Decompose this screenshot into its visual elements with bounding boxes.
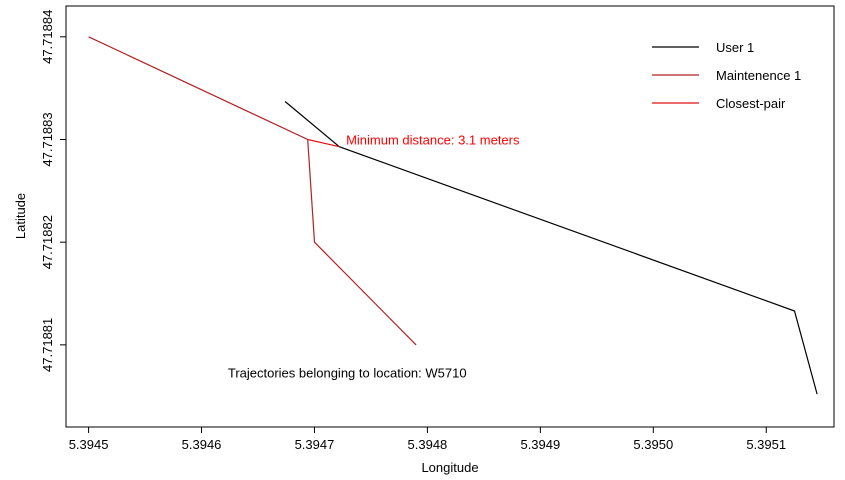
annotation-text: Minimum distance: 3.1 meters <box>346 132 520 147</box>
x-tick-label: 5.3951 <box>746 437 786 452</box>
x-tick-label: 5.3946 <box>182 437 222 452</box>
legend-label: User 1 <box>716 40 754 55</box>
annotation-text: Trajectories belonging to location: W571… <box>228 366 467 381</box>
x-tick-label: 5.3945 <box>69 437 109 452</box>
x-tick-label: 5.3949 <box>520 437 560 452</box>
x-axis-title: Longitude <box>421 460 478 475</box>
series-line-maintenence-1 <box>88 36 417 346</box>
y-tick-label: 47.71882 <box>40 215 55 269</box>
plot-box <box>65 5 835 428</box>
series-line-user-1 <box>284 101 818 395</box>
y-tick-label: 47.71883 <box>40 112 55 166</box>
x-tick-label: 5.3948 <box>408 437 448 452</box>
x-tick-label: 5.3947 <box>295 437 335 452</box>
annotation-layer: Minimum distance: 3.1 meters Trajectories… <box>228 132 520 380</box>
legend-label: Closest-pair <box>716 96 786 111</box>
x-tick-label: 5.3950 <box>633 437 673 452</box>
y-tick-label: 47.71884 <box>40 10 55 64</box>
series-line-closest-pair <box>307 138 340 148</box>
y-tick-label: 47.71881 <box>40 318 55 372</box>
y-axis: 47.71881 47.71882 47.71883 47.71884 <box>40 10 66 372</box>
x-axis: 5.3945 5.3946 5.3947 5.3948 5.3949 5.3950 5.39… <box>69 427 786 452</box>
legend-label: Maintenence 1 <box>716 68 801 83</box>
legend: User 1 Maintenence 1 Closest-pair <box>652 40 801 111</box>
y-axis-title: Latitude <box>13 193 28 239</box>
series-layer <box>88 36 818 395</box>
